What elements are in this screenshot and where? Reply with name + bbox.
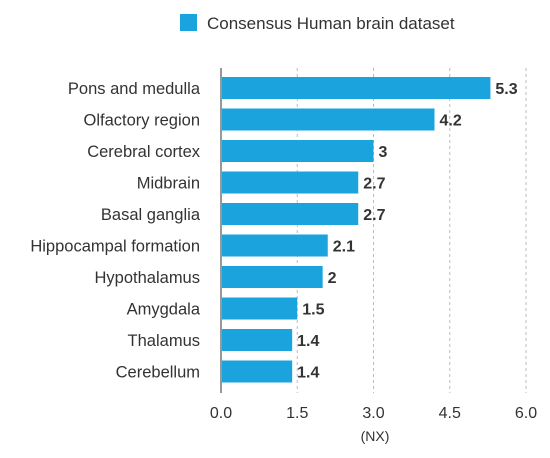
category-label: Olfactory region [84, 112, 200, 130]
category-label: Cerebral cortex [87, 143, 201, 161]
category-labels: Pons and medulla Olfactory region Cerebral… [30, 80, 200, 382]
value-label: 1.4 [297, 333, 319, 350]
value-label: 2 [328, 270, 337, 287]
value-label: 3 [379, 144, 388, 161]
value-label: 2.7 [363, 176, 385, 193]
x-axis-title: (NX) [361, 428, 390, 444]
bar [222, 234, 328, 257]
category-label: Hypothalamus [95, 269, 200, 287]
value-label: 2.1 [333, 239, 355, 256]
x-tick-label: 0.0 [210, 405, 232, 422]
value-label: 2.7 [363, 207, 385, 224]
category-label: Basal ganglia [101, 206, 201, 224]
value-label: 4.2 [440, 113, 462, 130]
bar [222, 203, 359, 225]
bar [222, 297, 298, 320]
x-tick-label: 6.0 [515, 405, 537, 422]
legend: Consensus Human brain dataset [180, 14, 455, 33]
category-label: Hippocampal formation [30, 238, 200, 256]
value-label: 1.4 [297, 365, 319, 382]
bar [222, 171, 359, 194]
bar [222, 266, 323, 288]
legend-swatch [180, 14, 197, 31]
x-tick-label: 4.5 [439, 405, 461, 422]
category-label: Thalamus [128, 332, 200, 350]
bars [222, 77, 491, 383]
bar [222, 140, 374, 162]
legend-label: Consensus Human brain dataset [207, 14, 455, 33]
bar [222, 77, 491, 99]
category-label: Cerebellum [116, 364, 200, 382]
bar [222, 360, 293, 383]
x-tick-labels: 0.0 1.5 3.0 4.5 6.0 [210, 405, 537, 422]
x-tick-label: 3.0 [362, 405, 384, 422]
category-label: Pons and medulla [68, 80, 201, 98]
value-label: 5.3 [495, 81, 517, 98]
value-labels: 5.3 4.2 3 2.7 2.7 2.1 21.5 1.4 1.4 [297, 81, 518, 382]
category-label: Midbrain [137, 175, 200, 193]
bar [222, 329, 293, 351]
value-label: 1.5 [302, 302, 324, 319]
bar [222, 108, 435, 131]
x-tick-label: 1.5 [286, 405, 308, 422]
category-label: Amygdala [127, 301, 201, 319]
